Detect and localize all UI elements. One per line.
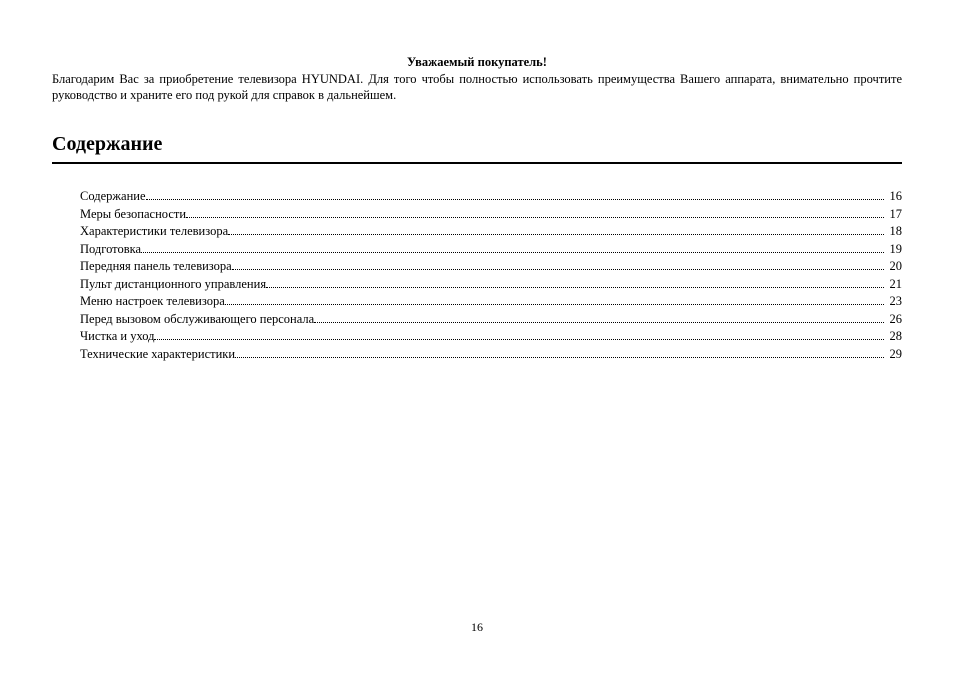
toc-row: Передняя панель телевизора 20 <box>80 258 902 276</box>
toc-row: Содержание 16 <box>80 188 902 206</box>
toc-leader-dots <box>186 217 883 218</box>
toc-page-number: 17 <box>886 206 903 224</box>
toc-leader-dots <box>235 357 883 358</box>
toc-page-number: 16 <box>886 188 903 206</box>
table-of-contents: Содержание 16 Меры безопасности 17 Харак… <box>52 188 902 363</box>
toc-leader-dots <box>141 252 883 253</box>
toc-page-number: 29 <box>886 346 903 364</box>
toc-row: Меры безопасности 17 <box>80 206 902 224</box>
toc-row: Технические характеристики 29 <box>80 346 902 364</box>
toc-page-number: 26 <box>886 311 903 329</box>
toc-label: Содержание <box>80 188 146 206</box>
toc-label: Чистка и уход <box>80 328 154 346</box>
toc-page-number: 19 <box>886 241 903 259</box>
toc-page-number: 28 <box>886 328 903 346</box>
toc-label: Пульт дистанционного управления <box>80 276 266 294</box>
toc-label: Меню настроек телевизора <box>80 293 225 311</box>
document-page: Уважаемый покупатель! Благодарим Вас за … <box>0 0 954 675</box>
toc-leader-dots <box>266 287 883 288</box>
toc-label: Подготовка <box>80 241 141 259</box>
toc-label: Меры безопасности <box>80 206 186 224</box>
toc-page-number: 18 <box>886 223 903 241</box>
toc-leader-dots <box>314 322 883 323</box>
toc-leader-dots <box>232 269 884 270</box>
toc-row: Перед вызовом обслуживающего персонала 2… <box>80 311 902 329</box>
toc-row: Пульт дистанционного управления 21 <box>80 276 902 294</box>
page-number: 16 <box>0 620 954 635</box>
toc-leader-dots <box>146 199 884 200</box>
toc-page-number: 20 <box>886 258 903 276</box>
toc-page-number: 23 <box>886 293 903 311</box>
greeting-title: Уважаемый покупатель! <box>52 55 902 70</box>
toc-row: Меню настроек телевизора 23 <box>80 293 902 311</box>
toc-row: Чистка и уход 28 <box>80 328 902 346</box>
toc-leader-dots <box>154 339 883 340</box>
toc-row: Подготовка 19 <box>80 241 902 259</box>
section-heading: Содержание <box>52 133 902 164</box>
intro-paragraph: Благодарим Вас за приобретение телевизор… <box>52 72 902 103</box>
toc-label: Технические характеристики <box>80 346 235 364</box>
toc-leader-dots <box>228 234 883 235</box>
toc-page-number: 21 <box>886 276 903 294</box>
toc-label: Перед вызовом обслуживающего персонала <box>80 311 314 329</box>
toc-leader-dots <box>225 304 884 305</box>
toc-row: Характеристики телевизора 18 <box>80 223 902 241</box>
toc-label: Характеристики телевизора <box>80 223 228 241</box>
toc-label: Передняя панель телевизора <box>80 258 232 276</box>
